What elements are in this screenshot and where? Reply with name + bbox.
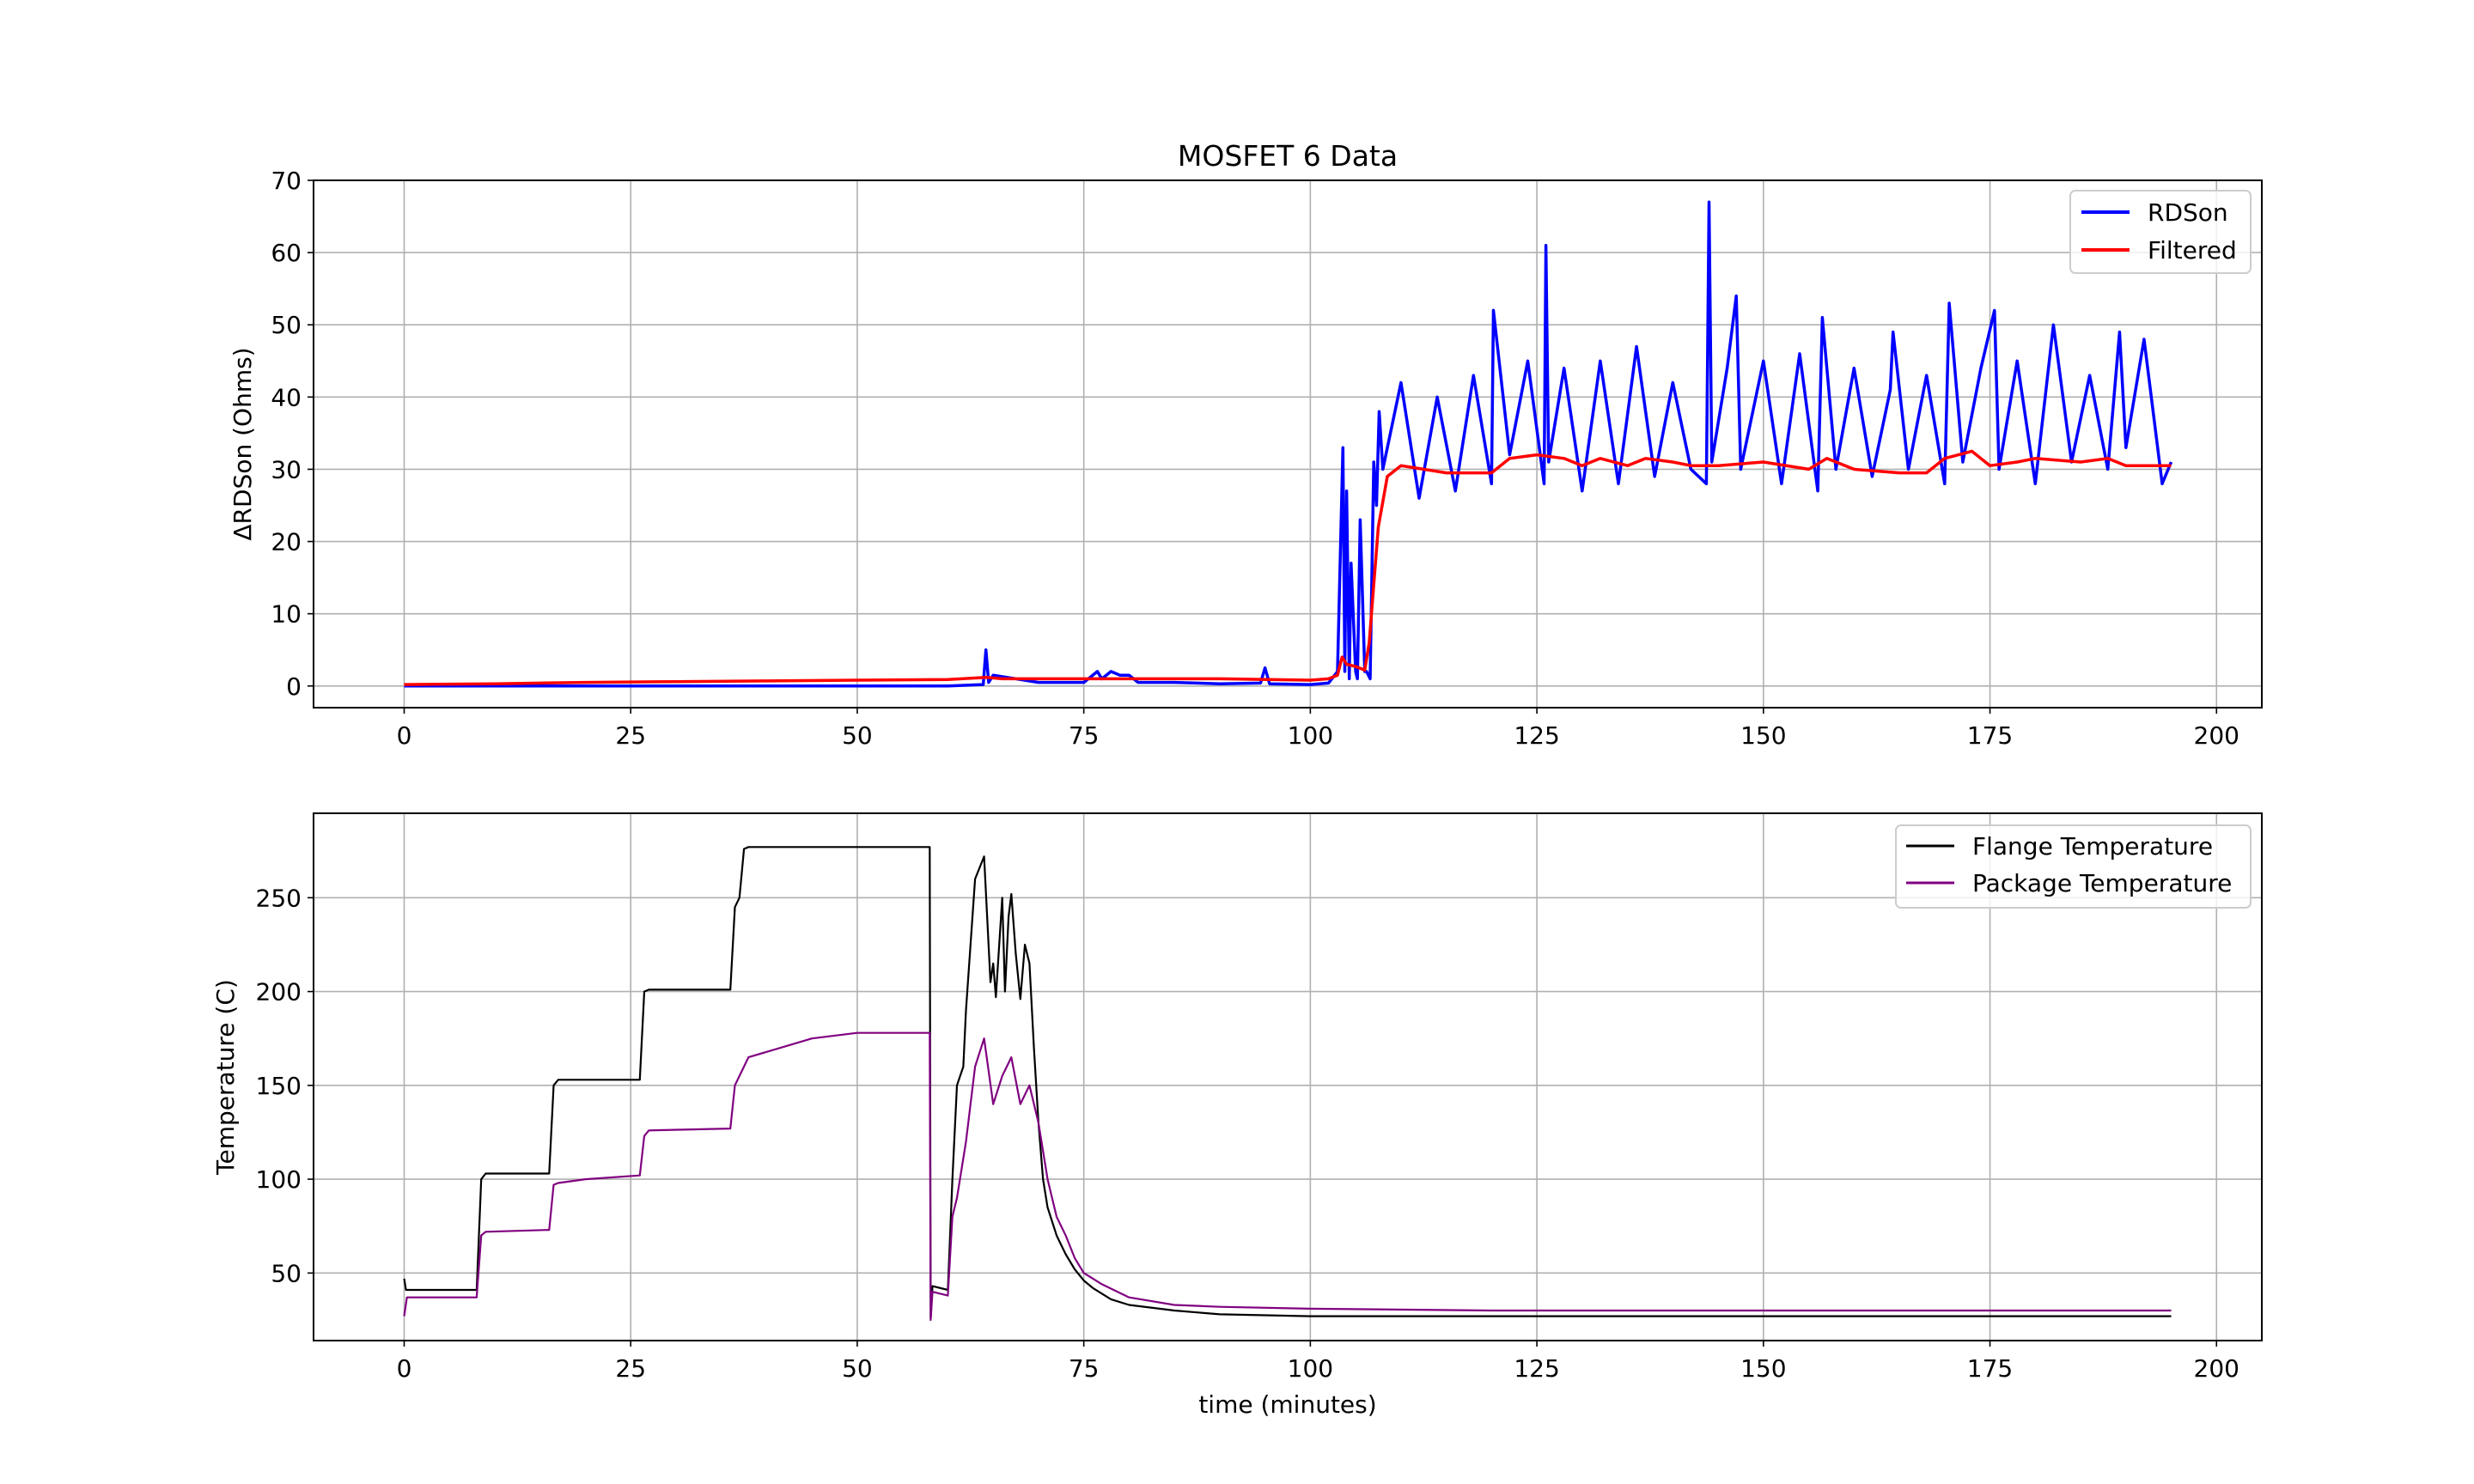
chart-title: MOSFET 6 Data [1178, 139, 1398, 173]
temperature-y-tick-label: 250 [256, 884, 302, 912]
rdson-x-tick-label: 200 [2194, 721, 2239, 750]
temperature-y-tick-label: 200 [256, 978, 302, 1007]
temperature-y-tick-label: 150 [256, 1072, 302, 1100]
temperature-x-tick-label: 50 [842, 1354, 873, 1383]
rdson-y-tick-label: 20 [271, 528, 302, 556]
rdson-panel: 0 25 50 75 100 125 150 175 200 0 10 20 30 40 50 60 70 M… [229, 139, 2263, 750]
temperature-x-tick-label: 125 [1514, 1354, 1559, 1383]
rdson-x-tick-label: 0 [397, 721, 412, 750]
rdson-y-tick-label: 60 [271, 239, 302, 267]
rdson-series-layer [404, 200, 2173, 688]
series-line-flange-temperature [403, 846, 2172, 1319]
temperature-y-ticks: 50 100 150 200 250 [256, 884, 314, 1287]
rdson-y-tick-label: 10 [271, 600, 302, 629]
temperature-legend-box [1895, 824, 2252, 909]
rdson-legend: RDSon Filtered [2069, 190, 2252, 274]
rdson-x-tick-label: 50 [842, 721, 873, 750]
series-line-package-temperature [403, 1031, 2172, 1322]
legend-label-rdson: RDSon [2148, 198, 2228, 227]
temperature-x-tick-label: 100 [1288, 1354, 1333, 1383]
temperature-plot-frame [313, 812, 2263, 1341]
temperature-x-tick-label: 0 [397, 1354, 412, 1383]
rdson-plot-frame [313, 179, 2263, 709]
temperature-y-tick-label: 50 [271, 1259, 302, 1287]
temperature-x-tick-label: 200 [2194, 1354, 2239, 1383]
rdson-x-tick-label: 25 [615, 721, 646, 750]
temperature-x-tick-label: 75 [1069, 1354, 1100, 1383]
rdson-y-tick-label: 70 [271, 167, 302, 195]
temperature-x-ticks: 0 25 50 75 100 125 150 175 200 [397, 1341, 2239, 1383]
rdson-x-ticks: 0 25 50 75 100 125 150 175 200 [397, 708, 2239, 750]
temperature-x-tick-label: 150 [1740, 1354, 1786, 1383]
rdson-y-tick-label: 40 [271, 383, 302, 411]
rdson-x-tick-label: 150 [1740, 721, 1786, 750]
legend-label-package: Package Temperature [1972, 869, 2232, 897]
temperature-x-tick-label: 25 [615, 1354, 646, 1383]
rdson-plot-area [314, 180, 2262, 708]
rdson-y-axis-label: ΔRDSon (Ohms) [229, 347, 257, 540]
temperature-legend: Flange Temperature Package Temperature [1895, 824, 2252, 909]
rdson-y-tick-label: 0 [286, 672, 302, 701]
rdson-y-ticks: 0 10 20 30 40 50 60 70 [271, 167, 314, 701]
temperature-panel: 0 25 50 75 100 125 150 175 200 50 100 150 200 250 ti… [211, 812, 2263, 1419]
x-axis-label: time (minutes) [1198, 1390, 1376, 1419]
legend-label-flange: Flange Temperature [1972, 832, 2213, 861]
temperature-series-layer [403, 846, 2172, 1322]
rdson-x-tick-label: 75 [1069, 721, 1100, 750]
temperature-y-tick-label: 100 [256, 1165, 302, 1194]
rdson-x-tick-label: 175 [1967, 721, 2013, 750]
series-line-filtered [404, 449, 2172, 686]
temperature-x-tick-label: 175 [1967, 1354, 2013, 1383]
series-line-rdson [404, 200, 2173, 688]
temperature-y-axis-label: Temperature (C) [211, 979, 240, 1176]
rdson-x-tick-label: 125 [1514, 721, 1559, 750]
rdson-y-tick-label: 30 [271, 455, 302, 484]
rdson-x-tick-label: 100 [1288, 721, 1333, 750]
legend-label-filtered: Filtered [2148, 236, 2237, 265]
rdson-y-tick-label: 50 [271, 311, 302, 339]
